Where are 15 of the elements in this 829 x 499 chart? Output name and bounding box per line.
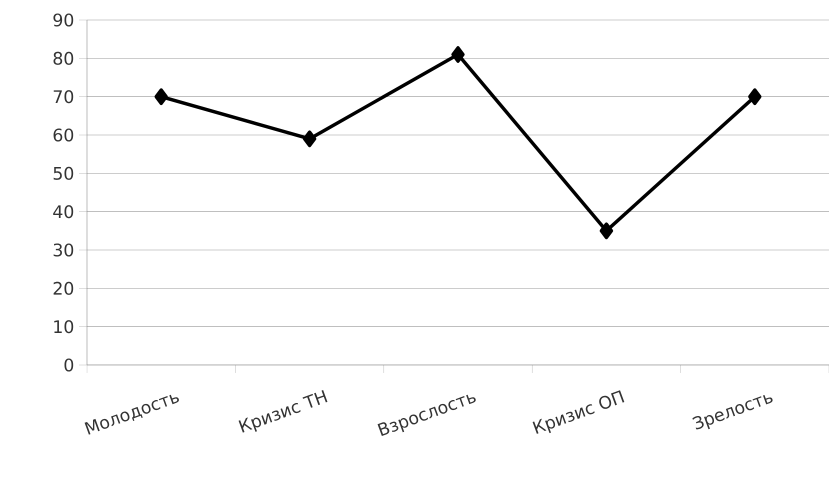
y-tick-label: 70 xyxy=(54,90,74,104)
point xyxy=(451,46,465,63)
point xyxy=(748,88,762,106)
y-tick-label: 10 xyxy=(54,320,74,334)
y-tick-label: 20 xyxy=(54,282,74,295)
y-tick-label: 90 xyxy=(53,13,74,27)
point xyxy=(302,130,316,148)
y-tick-label: 80 xyxy=(54,52,74,65)
y-tick-label: 60 xyxy=(54,128,74,142)
y-tick-label: 0 xyxy=(64,358,74,372)
point xyxy=(154,88,168,106)
y-tick-label: 30 xyxy=(54,243,74,257)
y-tick-label: 40 xyxy=(53,205,74,218)
y-tick-label: 50 xyxy=(54,166,74,180)
point xyxy=(600,222,614,240)
